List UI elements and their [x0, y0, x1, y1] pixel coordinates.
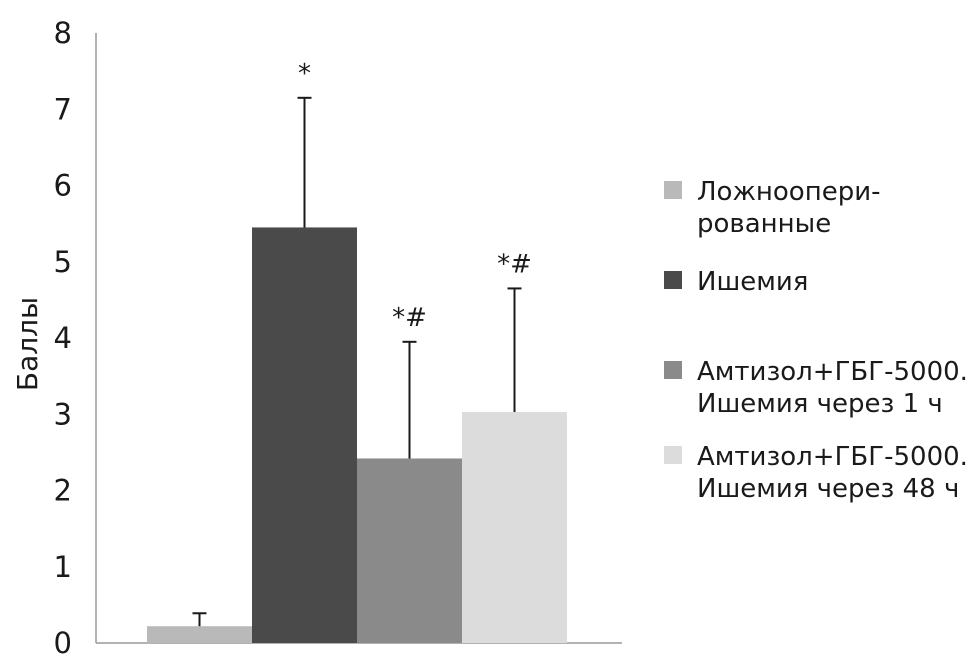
bar: [252, 227, 357, 643]
bar: [462, 411, 567, 643]
legend-label: Ишемия через 1 ч: [697, 389, 943, 419]
legend: Ложноопери-рованные Ишемия Амтизол+ГБГ-500…: [664, 177, 968, 504]
y-tick-label: 1: [54, 550, 72, 584]
y-axis-ticks: 0 1 2 3 4 5 6 7 8: [54, 16, 72, 660]
bars: * *# *#: [147, 59, 567, 643]
legend-label: Ложноопери-: [697, 177, 880, 207]
y-tick-label: 3: [54, 397, 72, 431]
y-tick-label: 6: [54, 169, 72, 203]
significance-label: *#: [392, 303, 427, 333]
significance-label: *: [298, 59, 311, 89]
bar: [147, 626, 252, 643]
legend-label: Ишемия через 48 ч: [697, 474, 959, 504]
legend-label: рованные: [697, 209, 831, 239]
legend-label: Амтизол+ГБГ-5000.: [697, 442, 968, 472]
y-tick-label: 4: [54, 321, 72, 355]
y-tick-label: 5: [54, 245, 72, 279]
legend-label: Амтизол+ГБГ-5000.: [697, 357, 968, 387]
legend-swatch: [664, 271, 682, 289]
y-axis-title: Баллы: [11, 297, 44, 391]
y-tick-label: 7: [54, 92, 72, 126]
y-tick-label: 0: [54, 626, 72, 660]
legend-swatch: [664, 181, 682, 199]
y-tick-label: 2: [54, 474, 72, 508]
legend-swatch: [664, 446, 682, 464]
bar: [357, 458, 462, 643]
significance-label: *#: [497, 249, 532, 279]
y-tick-label: 8: [54, 16, 72, 50]
legend-swatch: [664, 361, 682, 379]
legend-label: Ишемия: [697, 267, 808, 297]
